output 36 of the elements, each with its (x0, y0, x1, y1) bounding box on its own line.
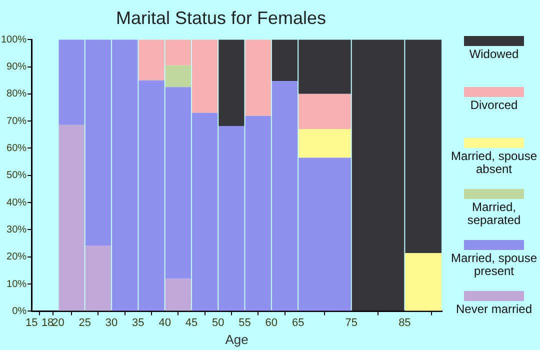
y-tick-label: 100% (1, 34, 27, 46)
legend-label: Divorced (469, 98, 519, 112)
y-tick-label: 90% (6, 62, 27, 73)
x-tick-label: 40 (158, 316, 171, 329)
x-axis-title: Age (225, 332, 248, 347)
chart-title: Marital Status for Females (116, 8, 326, 28)
x-tick-label: 20 (52, 316, 64, 329)
y-tick-label: 80% (6, 88, 27, 100)
y-tick-label: 0% (12, 306, 27, 317)
y-tick-label: 60% (6, 142, 27, 154)
x-tick-label: 15 (25, 316, 38, 329)
x-tick-label: 30 (105, 316, 118, 329)
x-tick-label: 60 (265, 316, 278, 329)
y-tick-label: 20% (6, 252, 27, 263)
y-tick-label: 70% (6, 116, 27, 127)
x-tick-label: 35 (132, 316, 144, 329)
legend-label: Married, separated (466, 200, 522, 227)
x-tick-label: 75 (345, 316, 358, 329)
y-tick-label: 10% (6, 278, 27, 290)
x-tick-label: 50 (212, 316, 224, 329)
bar (245, 40, 271, 116)
y-tick-label: 50% (6, 170, 27, 182)
legend-label: Never married (454, 302, 534, 316)
x-tick-label: 55 (238, 316, 251, 329)
bar (165, 278, 191, 311)
legend-label: Married, spouse absent (450, 149, 538, 176)
y-tick-label: 30% (6, 224, 27, 236)
bar (165, 65, 191, 88)
x-tick-label: 25 (78, 316, 92, 329)
x-tick-label: 85 (398, 316, 411, 329)
y-tick-label: 40% (6, 197, 27, 208)
legend-label: Widowed (468, 47, 520, 61)
legend-label: Married, spouse present (450, 251, 538, 278)
x-tick-label: 45 (185, 316, 198, 329)
x-tick-label: 18 (41, 316, 54, 329)
x-tick-label: 65 (292, 316, 304, 329)
